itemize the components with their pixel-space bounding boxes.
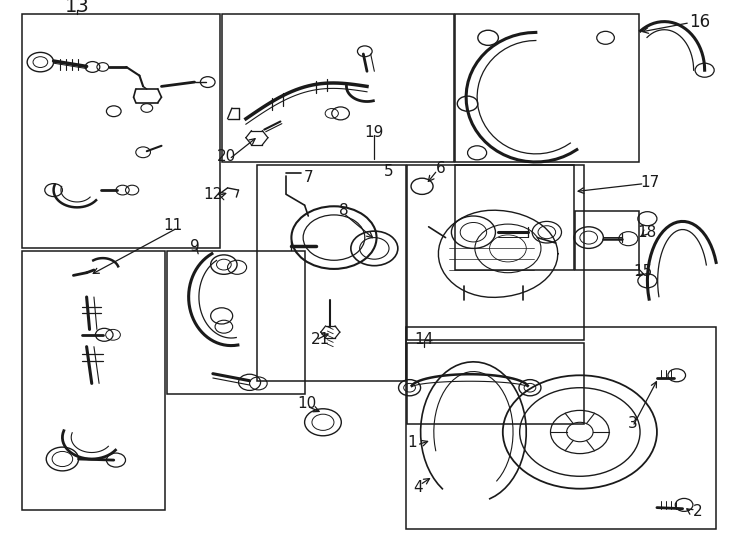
Text: 7: 7 (303, 170, 313, 185)
Bar (455, 165, 574, 270)
Bar (22, 14, 220, 248)
Text: 9: 9 (189, 239, 200, 254)
Text: 5: 5 (384, 164, 394, 179)
Text: 10: 10 (297, 396, 316, 411)
Bar (407, 165, 584, 340)
Text: 15: 15 (633, 264, 653, 279)
Text: 18: 18 (638, 225, 657, 240)
Text: 3: 3 (628, 416, 638, 431)
Text: 8: 8 (338, 203, 349, 218)
Text: 12: 12 (203, 187, 222, 202)
Text: 11: 11 (163, 218, 182, 233)
Text: 16: 16 (689, 12, 710, 31)
Text: 13: 13 (65, 0, 90, 16)
Bar (406, 327, 716, 529)
Text: 17: 17 (640, 175, 659, 190)
Bar (407, 343, 584, 424)
Bar (257, 165, 406, 381)
Bar (455, 14, 639, 162)
Circle shape (411, 178, 433, 194)
Text: 2: 2 (692, 504, 702, 519)
Bar (222, 14, 454, 162)
Text: 6: 6 (435, 161, 446, 176)
Text: 4: 4 (413, 480, 423, 495)
Bar (167, 251, 305, 394)
Text: 20: 20 (217, 149, 236, 164)
Bar (22, 251, 165, 510)
Bar (575, 211, 639, 270)
Text: 1: 1 (407, 435, 418, 450)
Text: 14: 14 (414, 332, 433, 347)
Text: 19: 19 (365, 125, 384, 140)
Text: 21: 21 (311, 332, 330, 347)
